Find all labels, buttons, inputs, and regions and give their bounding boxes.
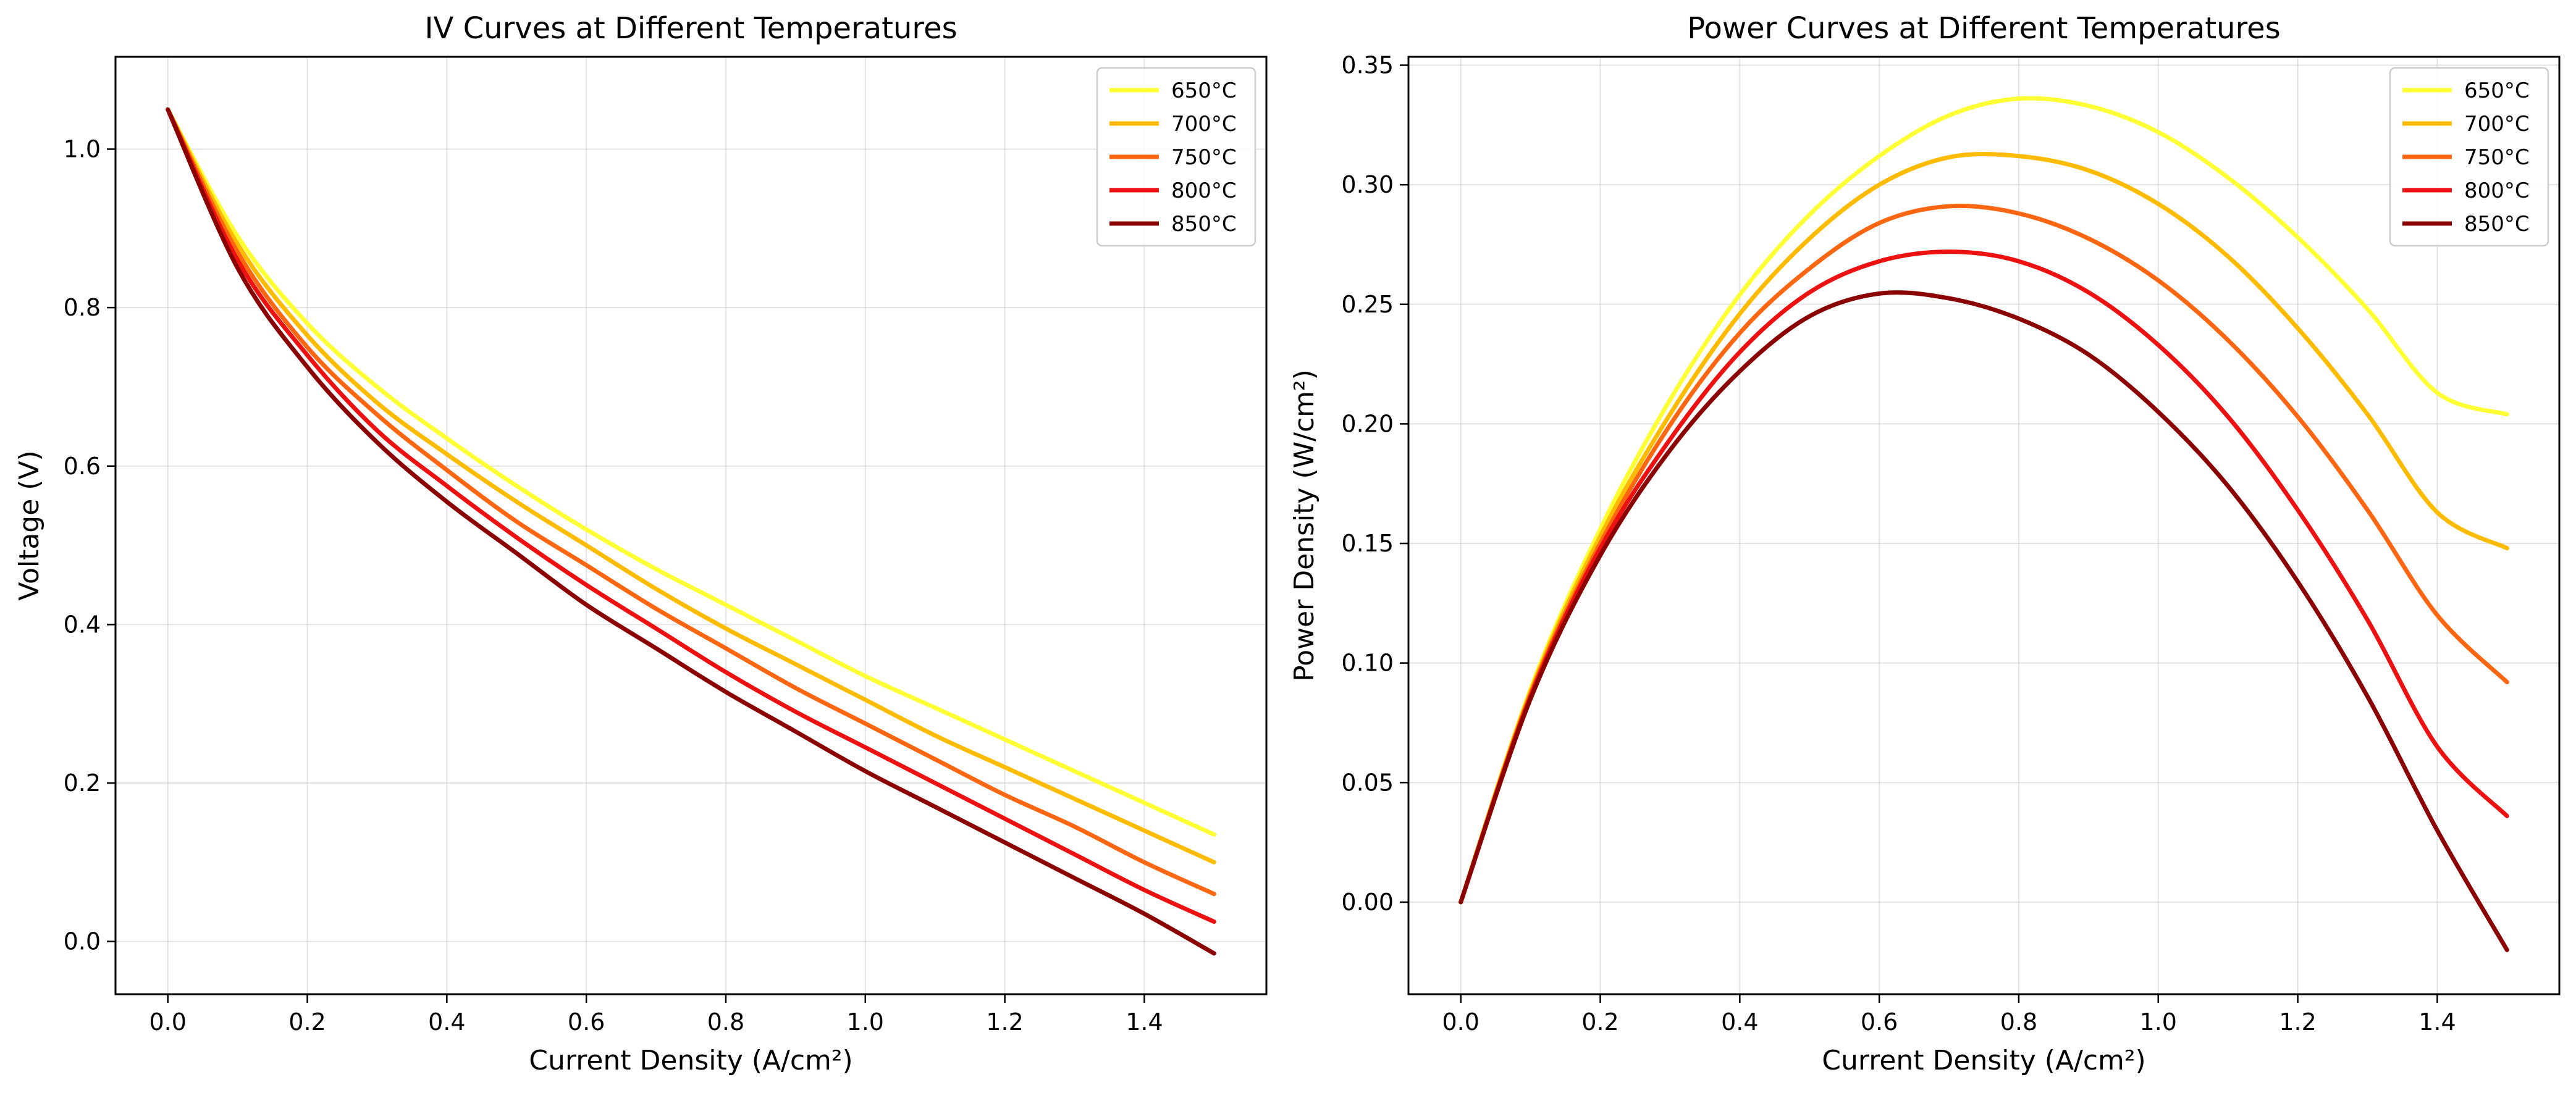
legend-label: 850°C — [1171, 212, 1237, 237]
x-tick-label: 1.2 — [986, 1008, 1023, 1036]
series-lines — [166, 107, 1216, 956]
y-tick-label: 0.30 — [1341, 171, 1394, 198]
legend-label: 750°C — [2464, 145, 2530, 170]
x-tick-label: 0.0 — [149, 1008, 186, 1036]
legend-box — [1096, 67, 1256, 247]
y-axis: 0.0 0.2 0.4 0.6 0.8 1.0 — [64, 135, 116, 955]
series-line-0 — [166, 107, 1216, 837]
x-tick-label: 0.0 — [1442, 1008, 1479, 1036]
axes-frame — [1407, 56, 2561, 995]
series-line-3 — [166, 107, 1216, 924]
y-tick-label: 0.00 — [1341, 889, 1394, 916]
x-tick-label: 0.8 — [707, 1008, 744, 1036]
y-tick-label: 0.15 — [1341, 530, 1394, 557]
x-tick-label: 0.6 — [1861, 1008, 1898, 1036]
x-axis-label: Current Density (A/cm²) — [1822, 1045, 2145, 1076]
y-tick-label: 0.25 — [1341, 291, 1394, 318]
y-tick-label: 0.4 — [64, 611, 101, 638]
y-axis-label: Voltage (V) — [14, 450, 45, 600]
legend-label: 800°C — [2464, 178, 2530, 203]
series-line-4 — [166, 107, 1216, 956]
x-tick-label: 0.2 — [288, 1008, 326, 1036]
y-tick-label: 0.0 — [64, 928, 101, 955]
x-axis: 0.0 0.2 0.4 0.6 0.8 1.0 1.2 1.4 — [1442, 994, 2456, 1036]
chart-title: IV Curves at Different Temperatures — [424, 11, 957, 46]
x-tick-label: 0.4 — [1721, 1008, 1758, 1036]
y-tick-label: 0.35 — [1341, 52, 1394, 79]
y-tick-label: 0.05 — [1341, 769, 1394, 796]
x-tick-label: 1.0 — [2140, 1008, 2177, 1036]
x-tick-label: 0.2 — [1581, 1008, 1618, 1036]
legend: 650°C 700°C 750°C 800°C 850°C — [2389, 67, 2549, 247]
x-tick-label: 1.2 — [2279, 1008, 2316, 1036]
legend-label: 650°C — [2464, 78, 2530, 103]
legend-label: 750°C — [1171, 145, 1237, 170]
x-tick-label: 1.0 — [847, 1008, 884, 1036]
chart-title: Power Curves at Different Temperatures — [1687, 11, 2280, 46]
series-line-2 — [1458, 203, 2509, 905]
grid — [116, 57, 1266, 994]
x-tick-label: 0.6 — [568, 1008, 605, 1036]
series-lines — [1458, 96, 2509, 952]
y-tick-label: 0.10 — [1341, 650, 1394, 677]
legend-label: 700°C — [2464, 112, 2530, 136]
y-tick-label: 0.6 — [64, 453, 101, 480]
power-curves-panel: 0.0 0.2 0.4 0.6 0.8 1.0 1.2 1.4 0.00 0.05 0.10 0.15… — [1289, 11, 2561, 1076]
x-tick-label: 1.4 — [2418, 1008, 2456, 1036]
legend-label: 800°C — [1171, 178, 1237, 203]
x-axis: 0.0 0.2 0.4 0.6 0.8 1.0 1.2 1.4 — [149, 994, 1163, 1036]
x-tick-label: 0.4 — [428, 1008, 465, 1036]
legend-label: 850°C — [2464, 212, 2530, 237]
y-axis: 0.00 0.05 0.10 0.15 0.20 0.25 0.30 0.35 — [1341, 52, 1408, 916]
y-tick-label: 1.0 — [64, 135, 101, 162]
series-line-1 — [1458, 151, 2509, 905]
series-line-0 — [1458, 96, 2509, 905]
series-line-2 — [166, 107, 1216, 897]
axes-frame — [114, 56, 1268, 995]
x-tick-label: 0.8 — [2000, 1008, 2037, 1036]
y-tick-label: 0.2 — [64, 769, 101, 797]
y-tick-label: 0.8 — [64, 294, 101, 321]
legend-label: 700°C — [1171, 112, 1237, 136]
legend: 650°C 700°C 750°C 800°C 850°C — [1096, 67, 1256, 247]
legend-label: 650°C — [1171, 78, 1237, 103]
legend-box — [2389, 67, 2549, 247]
x-axis-label: Current Density (A/cm²) — [529, 1045, 852, 1076]
x-tick-label: 1.4 — [1126, 1008, 1163, 1036]
series-line-1 — [166, 107, 1216, 865]
iv-curves-panel: 0.0 0.2 0.4 0.6 0.8 1.0 1.2 1.4 0.0 0.2 0.4 0.6 0.8 1… — [14, 11, 1268, 1076]
series-line-4 — [1458, 290, 2509, 952]
y-axis-label: Power Density (W/cm²) — [1289, 369, 1320, 682]
series-line-3 — [1458, 249, 2509, 905]
y-tick-label: 0.20 — [1341, 410, 1394, 437]
